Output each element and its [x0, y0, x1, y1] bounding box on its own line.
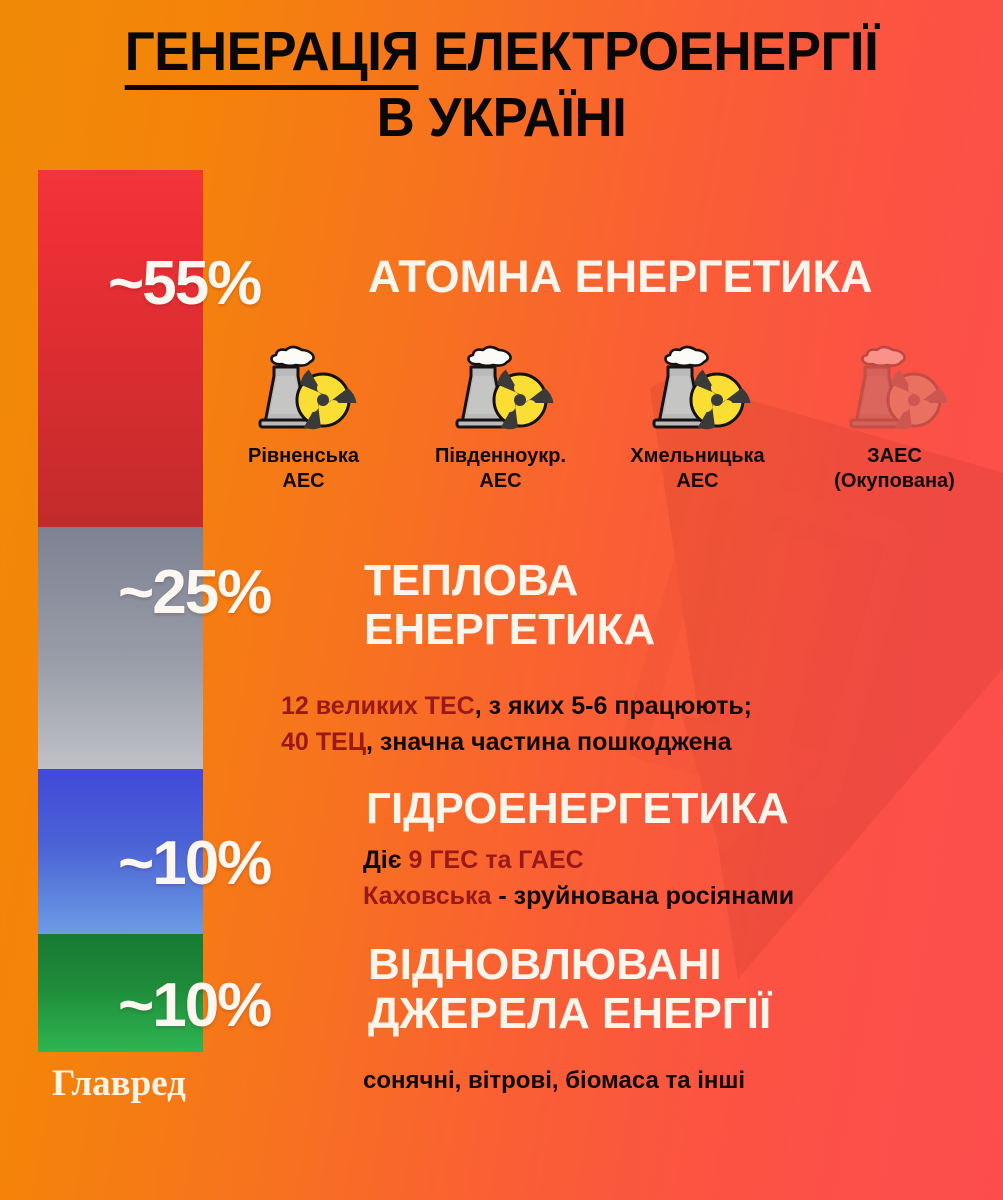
bar-segment-renewable [38, 933, 203, 1052]
page-title: ГЕНЕРАЦІЯ ЕЛЕКТРОЕНЕРГІЇ В УКРАЇНІ [0, 20, 1003, 149]
hydro-note-line2: Каховська - зруйнована росіянами [363, 878, 794, 914]
plant-label: ЗАЕС (Окупована) [834, 445, 955, 492]
thermal-note-line2-rest: , значна частина пошкоджена [365, 728, 732, 757]
section-heading-hydro: ГІДРОЕНЕРГЕТИКА [366, 784, 789, 833]
bar-segment-hydro [38, 768, 203, 934]
title-rest: ЕЛЕКТРОЕНЕРГІЇ [418, 20, 879, 82]
renewable-note: сонячні, вітрові, біомаса та інші [363, 1067, 746, 1094]
bar-segment-thermal [38, 527, 203, 769]
section-heading-thermal-line1: ТЕПЛОВА [364, 556, 579, 605]
thermal-note-line1-rest: , з яких 5-6 працюють; [474, 692, 753, 720]
section-heading-thermal-line2: ЕНЕРГЕТИКА [364, 605, 656, 655]
plant-item-occupied: ЗАЕС (Окупована) [796, 330, 993, 494]
section-heading-renewable-line1: ВІДНОВЛЮВАНІ [368, 940, 722, 989]
percent-label-renewable: ~10% [118, 971, 272, 1040]
bar-segment-nuclear [38, 170, 203, 528]
plant-item: Рівненська АЕС [205, 330, 402, 494]
plant-item: Хмельницька АЕС [599, 330, 796, 494]
plant-item: Південноукр. АЕС [402, 330, 599, 494]
hydro-note-line1: Діє 9 ГЕС та ГАЕС [363, 842, 794, 878]
percent-label-nuclear: ~55% [108, 249, 262, 318]
percent-label-hydro: ~10% [118, 829, 272, 898]
stacked-energy-bar [38, 170, 203, 1052]
section-heading-renewable: ВІДНОВЛЮВАНІ ДЖЕРЕЛА ЕНЕРГІЇ [368, 940, 771, 1039]
hydro-note-line1-pre: Діє [363, 846, 409, 874]
hydro-note-line1-highlight: 9 ГЕС та ГАЕС [408, 846, 584, 874]
glavred-logo: Главред [52, 1063, 186, 1104]
hydro-note-line2-highlight: Каховська [363, 882, 492, 911]
title-underlined-word: ГЕНЕРАЦІЯ [124, 20, 419, 90]
nuclear-plant-icon [441, 330, 561, 440]
thermal-note-line1-highlight: 12 великих ТЕС [281, 692, 475, 720]
plant-label: Рівненська АЕС [247, 445, 360, 492]
percent-label-thermal: ~25% [118, 558, 272, 627]
plant-label: Хмельницька АЕС [630, 445, 765, 492]
title-line-2: В УКРАЇНІ [376, 86, 627, 149]
thermal-note: 12 великих ТЕС, з яких 5-6 працюють; 40 … [281, 688, 752, 761]
nuclear-plant-icon-occupied [835, 330, 955, 440]
section-heading-nuclear: АТОМНА ЕНЕРГЕТИКА [368, 251, 873, 302]
hydro-note: Діє 9 ГЕС та ГАЕС Каховська - зруйнована… [363, 842, 794, 915]
thermal-note-line1: 12 великих ТЕС, з яких 5-6 працюють; [281, 688, 752, 724]
nuclear-plants-row: Рівненська АЕС Південноукр. АЕС [205, 330, 995, 494]
section-heading-renewable-line2: ДЖЕРЕЛА ЕНЕРГІЇ [368, 989, 772, 1039]
title-line-1: ГЕНЕРАЦІЯ ЕЛЕКТРОЕНЕРГІЇ [20, 20, 983, 90]
hydro-note-line2-rest: - зруйнована росіянами [491, 882, 795, 911]
thermal-note-line2: 40 ТЕЦ, значна частина пошкоджена [281, 724, 752, 760]
nuclear-plant-icon [638, 330, 758, 440]
watermark-rounded-box [618, 464, 917, 816]
thermal-note-line2-highlight: 40 ТЕЦ [281, 728, 366, 757]
nuclear-plant-icon [244, 330, 364, 440]
section-heading-thermal: ТЕПЛОВА ЕНЕРГЕТИКА [364, 556, 655, 655]
plant-label: Південноукр. АЕС [434, 445, 567, 492]
